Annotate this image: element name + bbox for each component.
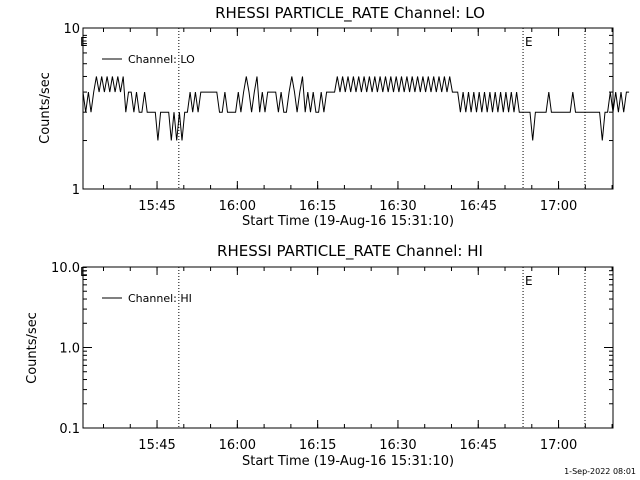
chart-panel-lo: RHESSI PARTICLE_RATE Channel: LO Counts/… [38, 4, 630, 229]
left-event-marker-lo: E [80, 35, 88, 49]
legend-hi: Channel: HI [102, 292, 192, 305]
event-line-label-lo: E [525, 35, 533, 49]
x-tick-label-hi: 17:00 [540, 438, 577, 453]
y-tick-label-hi: 1.0 [59, 342, 80, 357]
chart-title-hi: RHESSI PARTICLE_RATE Channel: HI [217, 242, 483, 261]
chart-title-lo: RHESSI PARTICLE_RATE Channel: LO [215, 4, 485, 23]
chart-panel-hi: RHESSI PARTICLE_RATE Channel: HI Counts/… [25, 242, 614, 469]
x-tick-label-hi: 15:45 [138, 438, 175, 453]
y-tick-label-lo: 1 [72, 183, 80, 198]
x-tick-label-lo: 16:45 [460, 199, 497, 214]
legend-label-hi: Channel: HI [128, 292, 192, 305]
event-lines-hi: E [178, 267, 586, 428]
event-lines-lo: E [178, 28, 586, 189]
y-axis-label-hi: Counts/sec [25, 312, 40, 384]
x-tick-label-lo: 16:00 [219, 199, 256, 214]
x-axis-label-lo: Start Time (19-Aug-16 15:31:10) [242, 214, 454, 229]
x-axis-label-hi: Start Time (19-Aug-16 15:31:10) [242, 454, 454, 469]
x-tick-label-lo: 15:45 [138, 199, 175, 214]
x-tick-label-hi: 16:45 [460, 438, 497, 453]
x-tick-label-hi: 16:15 [299, 438, 336, 453]
y-tick-label-hi: 0.1 [59, 422, 80, 437]
footer-timestamp: 1-Sep-2022 08:01 [564, 467, 636, 476]
left-event-marker-hi: E [80, 265, 88, 279]
x-tick-label-hi: 16:00 [219, 438, 256, 453]
series-lo [82, 76, 630, 141]
y-tick-label-lo: 10 [63, 22, 80, 37]
x-tick-label-hi: 16:30 [379, 438, 416, 453]
data-line-lo [82, 76, 630, 141]
y-tick-label-hi: 10.0 [51, 261, 80, 276]
legend-label-lo: Channel: LO [128, 53, 195, 66]
x-tick-label-lo: 16:15 [299, 199, 336, 214]
x-tick-label-lo: 17:00 [540, 199, 577, 214]
axis-ticks-lo: 15:45 16:00 16:15 16:30 16:45 17:00 1 10 [63, 22, 613, 214]
x-tick-label-lo: 16:30 [379, 199, 416, 214]
event-line-label-hi: E [525, 274, 533, 288]
y-axis-label-lo: Counts/sec [38, 72, 53, 144]
axis-ticks-hi: 15:45 16:00 16:15 16:30 16:45 17:00 0.1 1.0 10.0 [51, 261, 613, 453]
legend-lo: Channel: LO [102, 53, 195, 66]
